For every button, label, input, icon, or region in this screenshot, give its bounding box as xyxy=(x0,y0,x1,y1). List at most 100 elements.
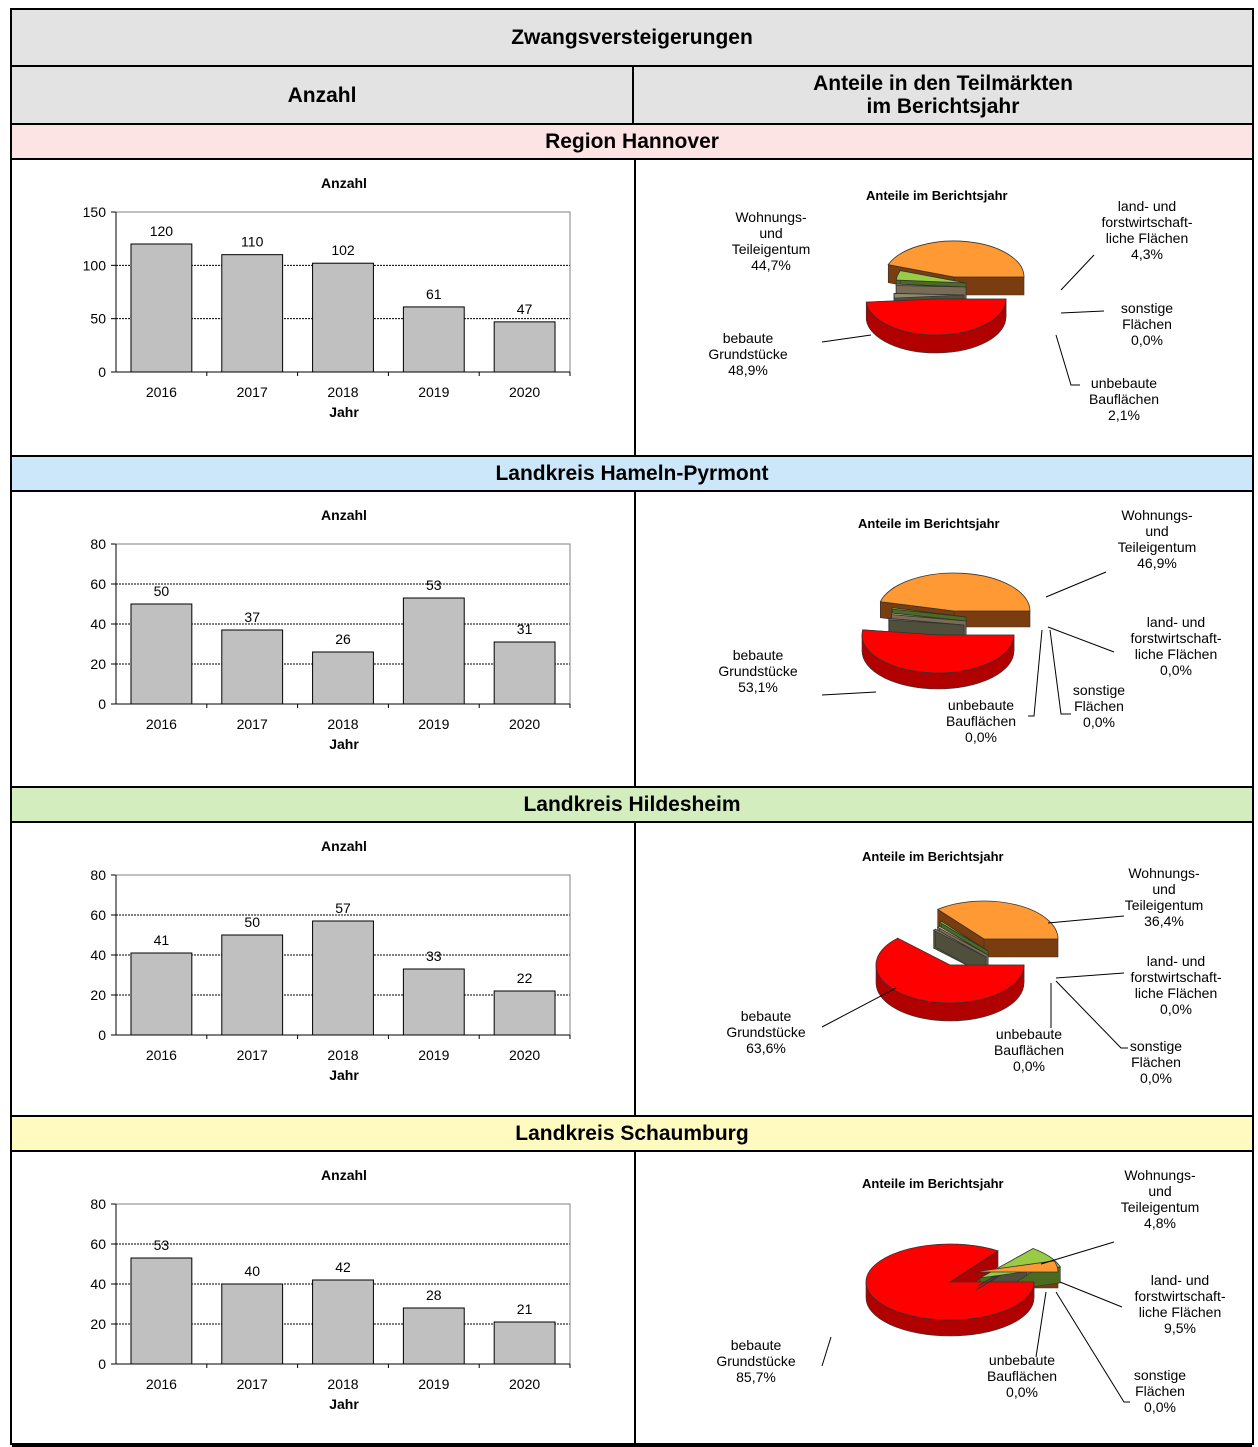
data-label: 57 xyxy=(335,900,351,916)
pie-label: unbebaute Bauflächen 0,0% xyxy=(969,1026,1089,1074)
pie-leader-line xyxy=(1040,1241,1115,1265)
pie-slice xyxy=(895,283,967,288)
y-tick-label: 80 xyxy=(90,1196,106,1212)
pie-label-text: Teileigentum xyxy=(1117,539,1197,555)
pie-canvas xyxy=(821,1241,1130,1403)
data-label: 40 xyxy=(244,1263,260,1279)
pie-label: unbebaute Bauflächen 0,0% xyxy=(921,697,1041,745)
pie-slice xyxy=(938,920,989,952)
bar xyxy=(221,254,284,373)
pie-label-text: unbebaute xyxy=(1090,375,1158,391)
pie-label-text: Flächen xyxy=(1135,1383,1185,1399)
data-label: 28 xyxy=(426,1287,442,1303)
x-tick-label: 2018 xyxy=(327,384,358,400)
pie-label-value: 0,0% xyxy=(1160,662,1192,678)
pie-chart: Anteile im Berichtsjahr bebaute Grundstück… xyxy=(636,492,1252,786)
data-label: 41 xyxy=(154,932,170,948)
page-title: Zwangsversteigerungen xyxy=(12,10,1252,67)
pie-canvas xyxy=(821,240,1105,386)
pie-label-text: Flächen xyxy=(1122,316,1172,332)
bar xyxy=(493,641,556,705)
x-axis-title: Jahr xyxy=(329,1067,359,1083)
pie-label: sonstige Flächen 0,0% xyxy=(1100,1367,1220,1415)
region-chart-row: Anzahl 0 20 40 60 80 50 2016 37 2017 26 2018 53 2019 3… xyxy=(12,492,1252,788)
x-tick-label: 2020 xyxy=(509,1047,540,1063)
bar xyxy=(130,1257,193,1365)
pie-label-text: land- und xyxy=(1146,614,1206,630)
pie-label-text: und xyxy=(1148,1183,1172,1199)
y-tick-label: 0 xyxy=(98,1027,106,1043)
bar xyxy=(312,1279,374,1365)
pie-slice xyxy=(879,572,1031,612)
pie-slice xyxy=(973,1260,1059,1273)
pie-label-value: 4,3% xyxy=(1131,246,1163,262)
column-divider xyxy=(634,1152,636,1445)
pie-label: bebaute Grundstücke 53,1% xyxy=(698,647,818,695)
column-divider xyxy=(634,160,636,455)
x-axis-title: Jahr xyxy=(329,736,359,752)
x-tick-label: 2020 xyxy=(509,1376,540,1392)
pie-label-text: sonstige xyxy=(1133,1367,1187,1383)
data-label: 110 xyxy=(241,234,264,250)
pie-label-text: sonstige xyxy=(1129,1038,1183,1054)
pie-label-value: 0,0% xyxy=(1006,1384,1038,1400)
x-tick-label: 2019 xyxy=(418,1376,449,1392)
pie-label: sonstige Flächen 0,0% xyxy=(1096,1038,1216,1086)
pie-label-text: unbebaute xyxy=(947,697,1015,713)
region-chart-row: Anzahl 0 50 100 150 120 2016 110 2017 102 2018 61 20… xyxy=(12,160,1252,457)
pie-label-text: Grundstücke xyxy=(716,1353,796,1369)
region-title: Landkreis Hameln-Pyrmont xyxy=(12,457,1252,492)
pie-label: sonstige Flächen 0,0% xyxy=(1039,682,1159,730)
pie-label-text: forstwirtschaft- xyxy=(1134,1288,1226,1304)
data-label: 31 xyxy=(517,621,533,637)
data-label: 42 xyxy=(335,1259,351,1275)
bar xyxy=(493,990,556,1036)
x-axis-title: Jahr xyxy=(329,404,359,420)
pie-label-value: 0,0% xyxy=(1013,1058,1045,1074)
pie-label-text: liche Flächen xyxy=(1134,985,1218,1001)
pie-slice xyxy=(865,1243,1035,1321)
data-label: 26 xyxy=(335,631,351,647)
y-tick-label: 40 xyxy=(90,947,106,963)
x-tick-label: 2017 xyxy=(237,384,268,400)
region-chart-row: Anzahl 0 20 40 60 80 53 2016 40 2017 42 2018 28 2019 2… xyxy=(12,1152,1252,1447)
pie-label-text: Grundstücke xyxy=(708,346,788,362)
column-header-shares-line1: Anteile in den Teilmärkten xyxy=(813,72,1073,95)
pie-label-value: 0,0% xyxy=(1140,1070,1172,1086)
pie-label: bebaute Grundstücke 85,7% xyxy=(696,1337,816,1385)
x-tick-label: 2016 xyxy=(146,1376,177,1392)
pie-leader-line xyxy=(821,334,872,343)
y-tick-label: 40 xyxy=(90,1276,106,1292)
pie-canvas xyxy=(821,900,1128,1049)
bar-chart-title: Anzahl xyxy=(321,507,367,523)
pie-label: Wohnungs-und Teileigentum 4,8% xyxy=(1100,1167,1220,1231)
pie-leader-line xyxy=(1060,254,1095,291)
bar xyxy=(130,603,193,705)
y-tick-label: 0 xyxy=(98,364,106,380)
bar xyxy=(312,651,374,705)
region-title: Landkreis Hildesheim xyxy=(12,788,1252,823)
pie-slice xyxy=(875,937,1025,1004)
pie-label-text: forstwirtschaft- xyxy=(1130,969,1222,985)
pie-label-text: Bauflächen xyxy=(993,1042,1065,1058)
column-header-shares: Anteile in den Teilmärkten im Berichtsja… xyxy=(634,67,1252,123)
pie-label-text: und xyxy=(1145,523,1169,539)
pie-chart-title: Anteile im Berichtsjahr xyxy=(866,188,1008,203)
bar xyxy=(130,243,193,373)
pie-label: land- und forstwirtschaft-liche Flächen 9,… xyxy=(1120,1272,1240,1336)
pie-label-text: sonstige xyxy=(1120,300,1174,316)
pie-leader-line xyxy=(1055,972,1125,979)
pie-label-text: bebaute xyxy=(740,1008,792,1024)
x-tick-label: 2017 xyxy=(237,1047,268,1063)
pie-slice-wall xyxy=(983,938,1059,958)
x-tick-label: 2019 xyxy=(418,716,449,732)
x-tick-label: 2016 xyxy=(146,384,177,400)
pie-label-value: 4,8% xyxy=(1144,1215,1176,1231)
pie-slice xyxy=(895,270,967,284)
pie-label-value: 2,1% xyxy=(1108,407,1140,423)
pie-label-text: Teileigentum xyxy=(731,241,811,257)
pie-leader-line xyxy=(1047,626,1115,653)
column-divider xyxy=(634,823,636,1115)
bar-chart-title: Anzahl xyxy=(321,175,367,191)
pie-label-value: 0,0% xyxy=(965,729,997,745)
